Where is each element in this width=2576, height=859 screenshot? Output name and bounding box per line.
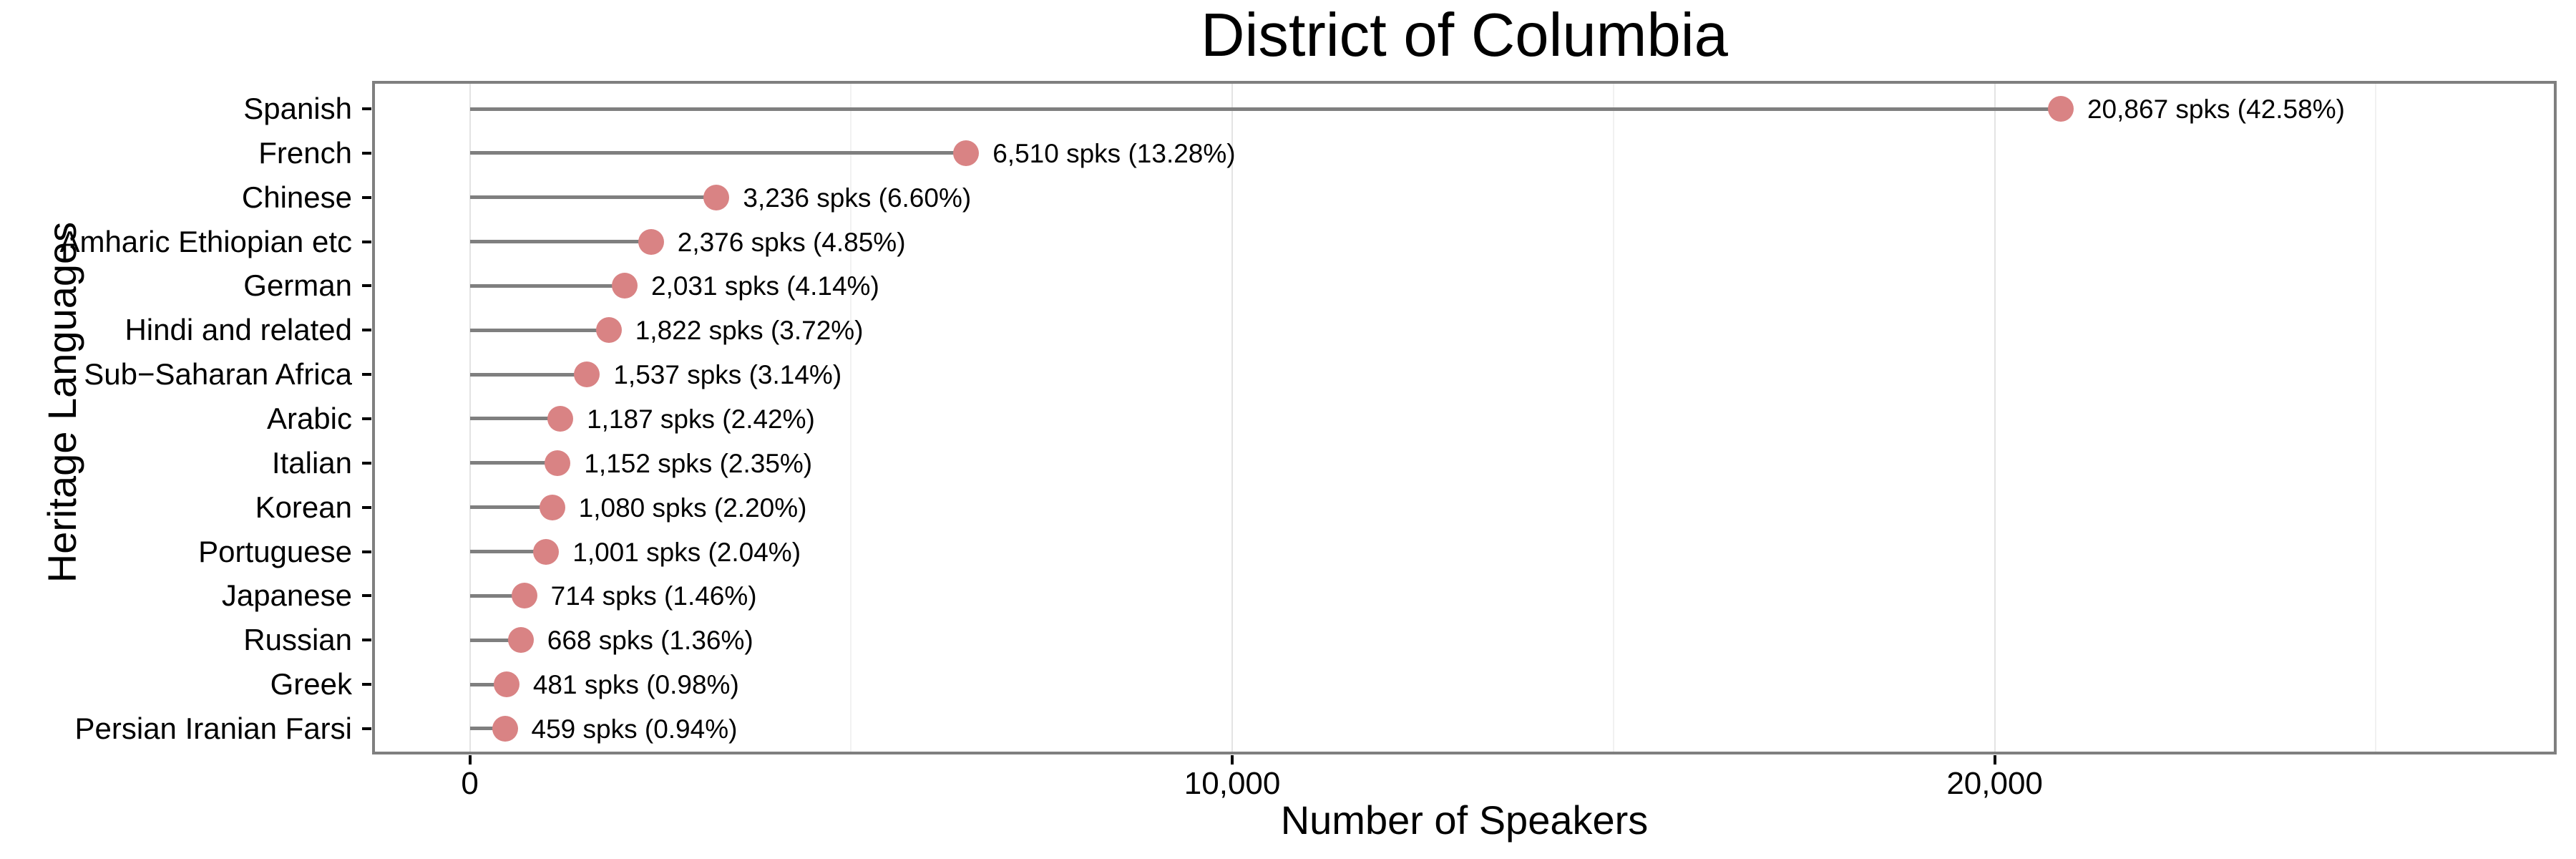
y-tick-label: Arabic — [266, 401, 352, 435]
x-axis-title: Number of Speakers — [1280, 797, 1649, 843]
point-value-label: 1,001 spks (2.04%) — [572, 537, 801, 567]
y-tick-mark — [362, 107, 371, 110]
lollipop-stem — [469, 283, 625, 288]
point-value-label: 1,152 spks (2.35%) — [584, 448, 813, 478]
lollipop-stem — [469, 195, 717, 200]
point-value-label: 2,376 spks (4.85%) — [677, 227, 906, 257]
y-tick-mark — [362, 329, 371, 332]
lollipop-dot — [595, 317, 622, 344]
lollipop-dot — [539, 494, 565, 520]
major-gridline — [1231, 84, 1234, 752]
minor-gridline — [850, 84, 852, 752]
point-value-label: 1,080 spks (2.20%) — [578, 492, 807, 523]
lollipop-stem — [469, 107, 2061, 111]
lollipop-stem — [469, 638, 521, 642]
y-tick-mark — [362, 505, 371, 509]
y-tick-label: Italian — [271, 445, 352, 480]
lollipop-dot — [638, 228, 664, 255]
plot-panel — [372, 81, 2557, 754]
minor-gridline — [2375, 84, 2377, 752]
y-tick-label: Chinese — [241, 180, 352, 214]
y-tick-mark — [362, 284, 371, 288]
x-tick-label: 10,000 — [1184, 766, 1281, 801]
point-value-label: 3,236 spks (6.60%) — [743, 183, 972, 213]
y-tick-label: Sub−Saharan Africa — [84, 357, 352, 392]
y-tick-mark — [362, 727, 371, 730]
minor-gridline — [1612, 84, 1614, 752]
lollipop-stem — [469, 682, 507, 686]
lollipop-dot — [574, 361, 600, 388]
point-value-label: 6,510 spks (13.28%) — [992, 138, 1236, 168]
y-tick-label: Amharic Ethiopian etc — [59, 224, 352, 258]
y-tick-mark — [362, 373, 371, 377]
lollipop-dot — [507, 627, 534, 654]
y-tick-label: Russian — [243, 623, 352, 657]
point-value-label: 481 spks (0.98%) — [532, 670, 739, 700]
lollipop-stem — [469, 461, 558, 465]
y-tick-mark — [362, 417, 371, 420]
lollipop-stem — [469, 550, 547, 554]
y-tick-mark — [362, 550, 371, 553]
lollipop-dot — [492, 715, 518, 742]
y-tick-mark — [362, 683, 371, 686]
y-tick-label: French — [258, 135, 352, 170]
lollipop-stem — [469, 151, 967, 155]
y-tick-mark — [362, 594, 371, 598]
point-value-label: 20,867 spks (42.58%) — [2087, 94, 2345, 124]
y-tick-mark — [362, 195, 371, 199]
y-tick-label: Greek — [270, 667, 352, 702]
x-tick-mark — [1231, 755, 1234, 765]
y-tick-label: Persian Iranian Farsi — [74, 711, 353, 745]
y-tick-label: Portuguese — [198, 534, 352, 568]
x-tick-label: 0 — [461, 766, 479, 801]
lollipop-stem — [469, 240, 651, 244]
y-tick-mark — [362, 639, 371, 642]
major-gridline — [1994, 84, 1996, 752]
y-tick-mark — [362, 151, 371, 155]
lollipop-stem — [469, 505, 552, 510]
lollipop-dot — [493, 671, 519, 698]
lollipop-dot — [953, 140, 980, 166]
y-tick-label: Japanese — [221, 578, 352, 613]
y-tick-label: Korean — [255, 490, 352, 524]
lollipop-stem — [469, 417, 561, 421]
lollipop-dot — [2047, 96, 2074, 122]
y-tick-label: German — [243, 268, 352, 303]
lollipop-stem — [469, 593, 525, 598]
point-value-label: 1,822 spks (3.72%) — [635, 316, 864, 346]
y-tick-mark — [362, 461, 371, 465]
point-value-label: 2,031 spks (4.14%) — [651, 271, 879, 301]
y-tick-mark — [362, 240, 371, 243]
lollipop-dot — [703, 184, 730, 210]
point-value-label: 668 spks (1.36%) — [547, 626, 753, 656]
lollipop-stem — [469, 727, 505, 731]
x-tick-label: 20,000 — [1946, 766, 2043, 801]
x-tick-mark — [468, 755, 472, 765]
lollipop-dot — [545, 450, 571, 476]
point-value-label: 459 spks (0.94%) — [531, 714, 738, 744]
y-tick-label: Hindi and related — [125, 313, 352, 347]
x-tick-mark — [1993, 755, 1996, 765]
lollipop-dot — [533, 538, 560, 565]
point-value-label: 1,187 spks (2.42%) — [587, 404, 815, 434]
point-value-label: 1,537 spks (3.14%) — [613, 360, 842, 390]
chart-title: District of Columbia — [1201, 1, 1728, 69]
lollipop-dot — [547, 405, 574, 432]
lollipop-stem — [469, 328, 609, 332]
lollipop-dot — [511, 583, 537, 609]
point-value-label: 714 spks (1.46%) — [550, 581, 757, 611]
lollipop-dot — [612, 273, 638, 299]
lollipop-stem — [469, 372, 587, 377]
y-tick-label: Spanish — [243, 92, 352, 125]
